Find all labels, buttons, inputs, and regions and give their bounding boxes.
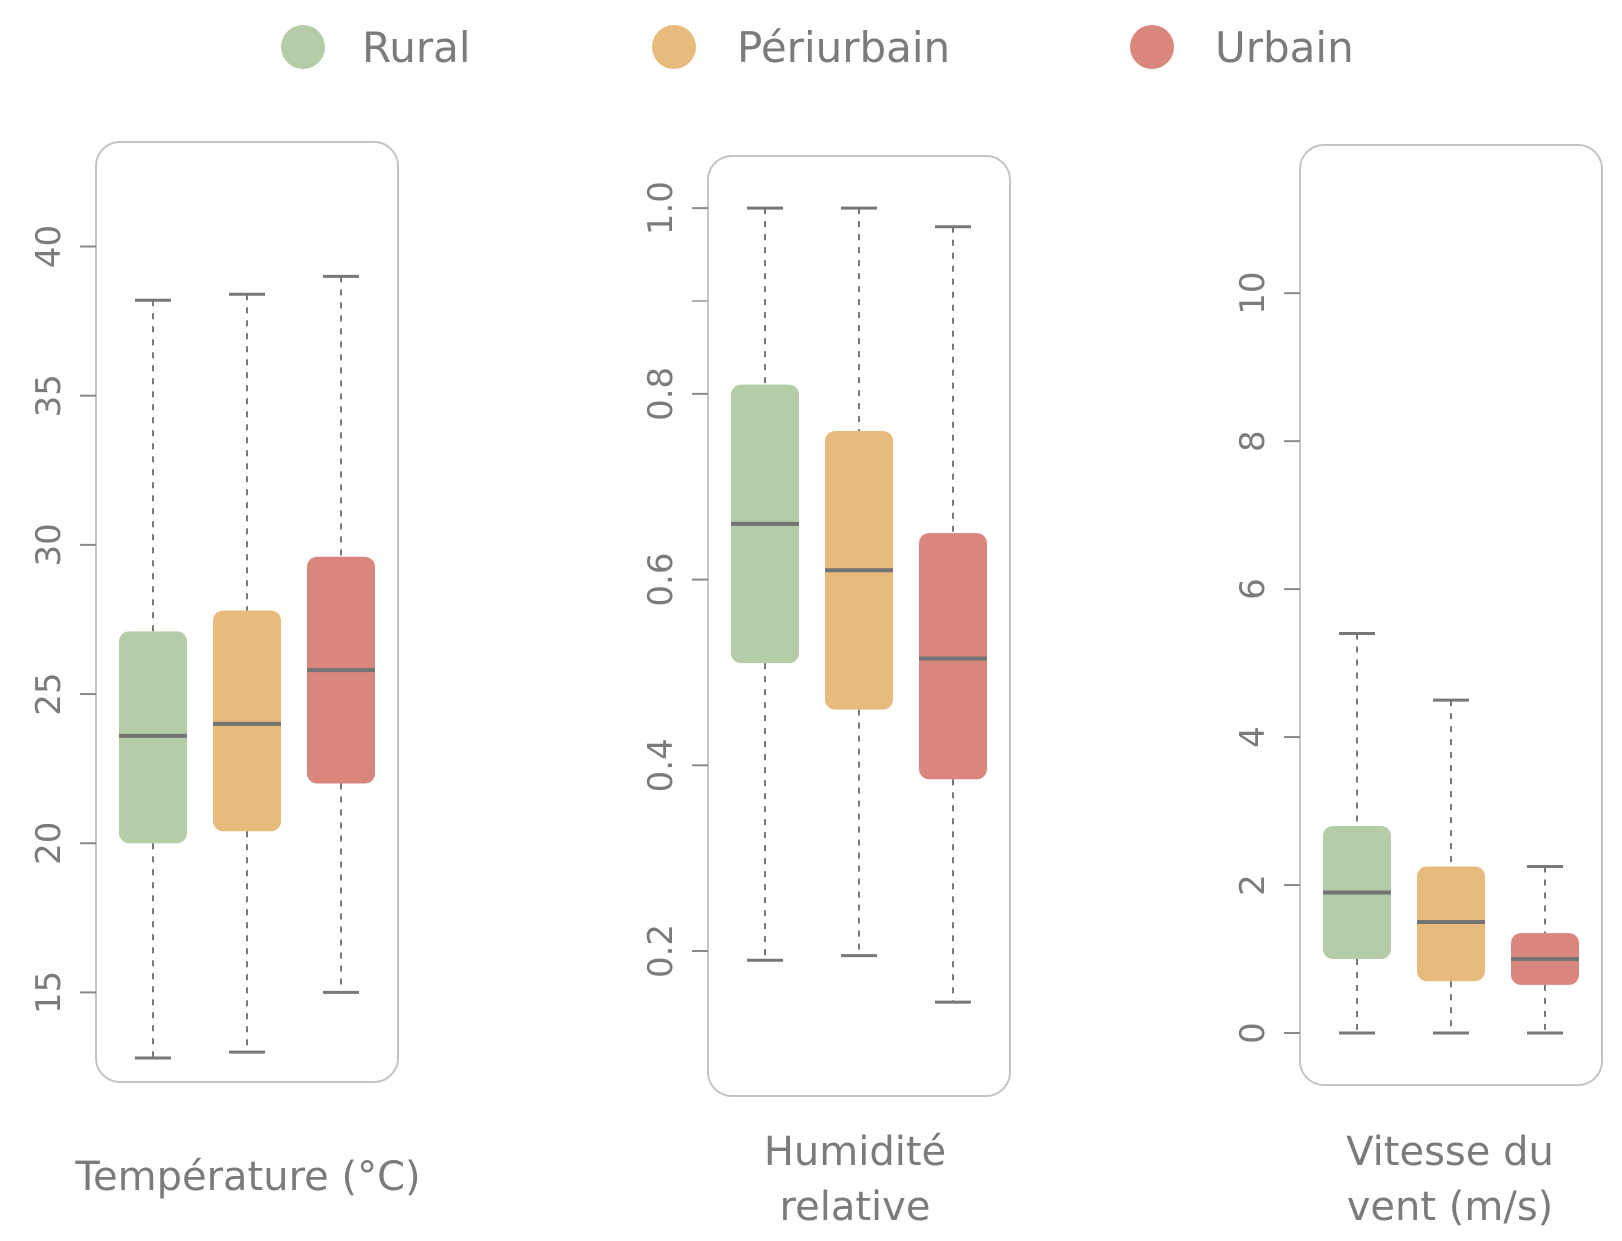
legend-marker-2 [1130, 25, 1174, 69]
box-1-2 [919, 225, 987, 1004]
y-tick-label-2-0: 0 [1233, 1022, 1273, 1044]
box-0-0 [119, 298, 187, 1060]
box-1-0 [731, 206, 799, 962]
box-2-0 [1323, 631, 1391, 1035]
y-tick-label-1-3: 0.8 [641, 367, 681, 421]
y-tick-label-2-4: 8 [1233, 430, 1273, 452]
legend-marker-1 [652, 25, 696, 69]
axis-title-1-1: relative [780, 1184, 931, 1230]
legend-marker-0 [281, 25, 325, 69]
y-tick-label-1-2: 0.6 [641, 553, 681, 607]
panel-frame-0 [95, 141, 399, 1083]
y-tick-label-2-5: 10 [1233, 272, 1273, 315]
y-tick-label-0-2: 25 [29, 672, 69, 715]
legend: Rural Périurbain Urbain [281, 23, 1354, 72]
axis-title-1-0: Humidité [764, 1129, 946, 1175]
box-2-2 [1511, 865, 1579, 1035]
box-2-1 [1417, 698, 1485, 1035]
legend-label-1: Périurbain [737, 23, 950, 72]
iqr-box-1-2 [919, 533, 987, 780]
y-tick-label-2-3: 6 [1233, 578, 1273, 600]
box-1-1 [825, 206, 893, 958]
chart-panel-1: 0.2 0.4 0.6 0.8 1.0 Humidité relative [641, 155, 1011, 1230]
y-tick-label-0-0: 15 [29, 971, 69, 1014]
box-0-2 [307, 274, 375, 994]
y-tick-label-0-3: 30 [29, 523, 69, 566]
axis-title-0-0: Température (°C) [74, 1154, 420, 1200]
y-tick-label-2-2: 4 [1233, 726, 1273, 748]
y-tick-label-1-0: 0.2 [641, 924, 681, 978]
legend-label-0: Rural [362, 23, 471, 72]
y-tick-label-1-1: 0.4 [641, 738, 681, 792]
y-tick-label-0-4: 35 [29, 374, 69, 417]
axis-title-2-0: Vitesse du [1346, 1129, 1554, 1175]
y-tick-label-1-4: 1.0 [641, 181, 681, 235]
y-tick-label-2-1: 2 [1233, 874, 1273, 896]
box-0-1 [213, 292, 281, 1054]
axis-title-2-1: vent (m/s) [1347, 1184, 1554, 1230]
panel-frame-1 [707, 155, 1011, 1097]
chart-panel-0: 15 20 25 30 35 40 Température (°C) [29, 141, 421, 1200]
y-tick-label-0-1: 20 [29, 822, 69, 865]
panel-frame-2 [1299, 144, 1603, 1086]
y-tick-label-0-5: 40 [29, 225, 69, 268]
chart-panel-2: 0 2 4 6 8 10 Vitesse du vent (m/s) [1233, 144, 1603, 1230]
legend-label-2: Urbain [1215, 23, 1354, 72]
iqr-box-0-1 [213, 610, 281, 832]
